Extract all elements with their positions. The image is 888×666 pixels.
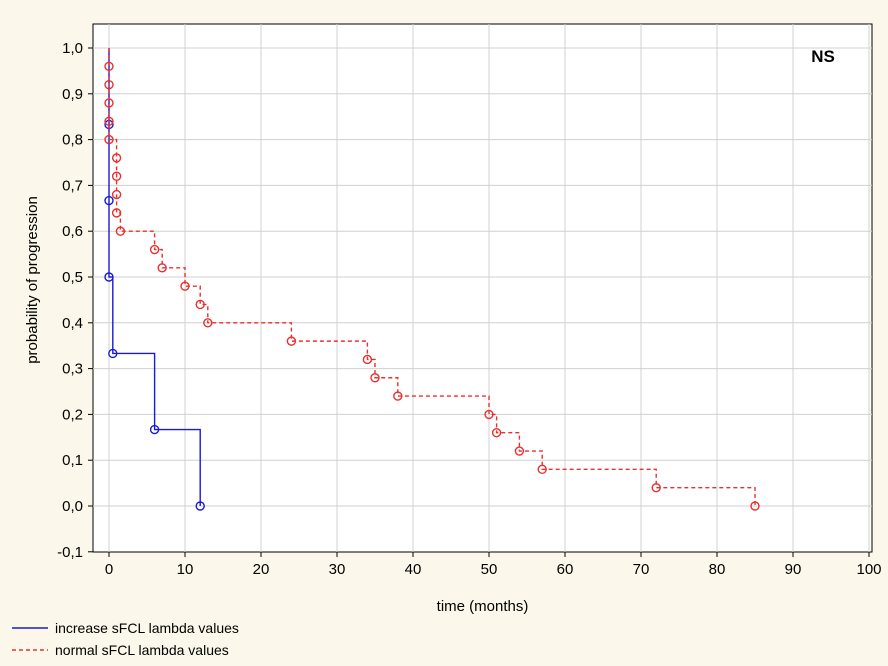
y-tick-label: 0,6: [62, 223, 83, 240]
series-marker-0: [104, 195, 114, 206]
x-tick-label: 60: [557, 561, 574, 578]
series-marker-1: [104, 79, 114, 90]
y-tick-label: 0,5: [62, 269, 83, 286]
x-tick-label: 40: [405, 561, 422, 578]
x-tick-label: 30: [329, 561, 346, 578]
annotation-ns: NS: [811, 47, 835, 66]
series-line-0: [108, 48, 201, 506]
series-marker-1: [104, 116, 114, 126]
y-tick-label: 0,9: [62, 86, 83, 103]
series-marker-0: [149, 424, 160, 435]
series-marker-1: [195, 299, 205, 310]
series-marker-1: [286, 336, 297, 346]
y-tick-label: 0,7: [62, 177, 83, 194]
series-marker-1: [104, 98, 114, 108]
series-marker-1: [149, 244, 160, 255]
series-marker-1: [537, 464, 547, 475]
y-tick-label: 0,0: [62, 498, 83, 515]
series-marker-1: [370, 373, 380, 383]
plot-area: [92, 23, 873, 553]
series-marker-0: [108, 348, 118, 359]
y-tick-label: 0,2: [62, 406, 83, 423]
series-marker-1: [362, 354, 373, 365]
series-marker-1: [514, 446, 525, 456]
y-tick-label: 1,0: [62, 40, 83, 57]
y-tick-label: 0,4: [62, 315, 83, 332]
legend-label-increase: increase sFCL lambda values: [55, 620, 239, 636]
series-marker-1: [203, 318, 213, 328]
y-tick-label: 0,8: [62, 132, 83, 149]
series-marker-1: [115, 226, 126, 236]
series-marker-0: [104, 272, 114, 282]
x-tick-label: 100: [856, 561, 881, 578]
series-marker-1: [111, 208, 122, 218]
x-tick-label: 70: [633, 561, 650, 578]
x-tick-label: 20: [253, 561, 270, 578]
series-marker-1: [104, 134, 114, 145]
series-marker-1: [484, 409, 494, 420]
series-layer: [104, 48, 760, 511]
legend: increase sFCL lambda values normal sFCL …: [12, 620, 239, 658]
x-axis-title: time (months): [437, 598, 529, 615]
series-marker-1: [111, 153, 122, 163]
legend-label-normal: normal sFCL lambda values: [55, 642, 229, 658]
series-marker-1: [651, 482, 661, 493]
y-tick-label: -0,1: [57, 544, 83, 561]
series-marker-0: [195, 501, 205, 511]
y-tick-label: 0,3: [62, 361, 83, 378]
x-tick-label: 0: [105, 561, 113, 578]
series-marker-1: [750, 501, 760, 511]
series-marker-1: [491, 428, 502, 438]
series-marker-1: [393, 391, 403, 401]
axes: 0 10 20 30 40 50 60 70 80 90 100 -0,1 0,0 0,1 0,2 0,3 0,…: [57, 40, 881, 578]
y-tick-label: 0,1: [62, 452, 83, 469]
grid: [93, 24, 872, 552]
y-axis-title: probability of progression: [24, 196, 41, 364]
x-tick-label: 90: [785, 561, 802, 578]
x-tick-label: 50: [481, 561, 498, 578]
series-marker-1: [111, 189, 122, 200]
series-marker-1: [104, 61, 114, 72]
series-marker-1: [157, 263, 167, 273]
x-tick-label: 80: [709, 561, 726, 578]
series-marker-1: [111, 171, 122, 181]
series-marker-1: [180, 281, 190, 291]
x-tick-label: 10: [177, 561, 194, 578]
